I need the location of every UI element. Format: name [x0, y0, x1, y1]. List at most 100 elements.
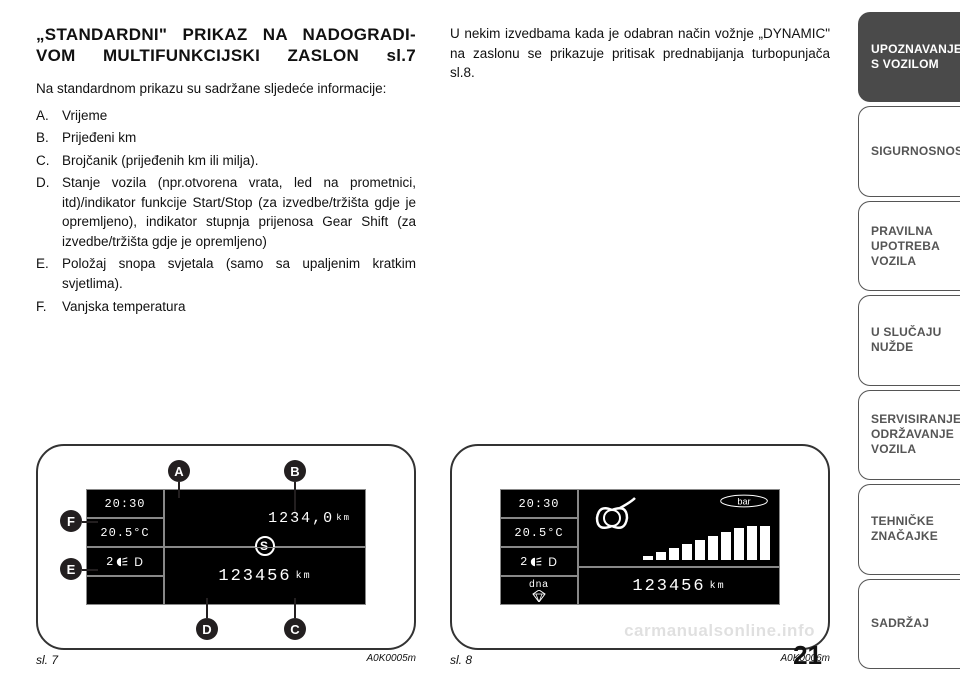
list-marker: B.	[36, 128, 62, 148]
beam-level: 2	[520, 555, 528, 569]
callout-f: F	[60, 510, 82, 532]
odo-value: 123456	[632, 577, 705, 596]
right-column: U nekim izvedbama kada je odabran način …	[450, 24, 830, 667]
tab-line: ZNAČAJKE	[871, 529, 960, 544]
dash-empty	[86, 576, 164, 605]
list-item: C.Brojčanik (prijeđenih km ili milja).	[36, 151, 416, 171]
list-item: F.Vanjska temperatura	[36, 297, 416, 317]
callout-line	[82, 569, 98, 571]
left-column: „STANDARDNI" PRIKAZ NA NADOGRADI-VOM MUL…	[36, 24, 416, 667]
gear-indicator: D	[134, 555, 144, 569]
list-item: D.Stanje vozila (npr.otvorena vrata, led…	[36, 173, 416, 251]
bar-segment	[734, 528, 744, 560]
tab-line: VOZILA	[871, 442, 960, 457]
figure-frame: 20:30 20.5°C 2 D dna	[450, 444, 830, 650]
dash-turbo-gauge: bar	[578, 489, 780, 567]
list-marker: F.	[36, 297, 62, 317]
callout-line	[206, 598, 208, 618]
callout-a: A	[168, 460, 190, 482]
bar-segment	[695, 540, 705, 560]
paragraph: U nekim izvedbama kada je odabran način …	[450, 24, 830, 83]
dash-left-column: 20:30 20.5°C 2 D	[86, 489, 164, 605]
figure-7: 20:30 20.5°C 2 D 1234,0km S	[36, 444, 416, 667]
tab-line: SADRŽAJ	[871, 616, 960, 631]
sidebar-tab-uslucaju[interactable]: U SLUČAJU NUŽDE	[858, 295, 960, 385]
bar-segment	[708, 536, 718, 560]
figure-code: A0K0005m	[367, 653, 416, 667]
tab-line: NUŽDE	[871, 340, 960, 355]
dashboard-display: 20:30 20.5°C 2 D 1234,0km S	[86, 489, 366, 605]
turbo-icon	[587, 494, 637, 538]
list-marker: C.	[36, 151, 62, 171]
sidebar-tab-upoznavanje[interactable]: UPOZNAVANJE S VOZILOM	[858, 12, 960, 102]
figure-caption: sl. 8 A0K0006m	[450, 653, 830, 667]
sidebar-tab-pravilna[interactable]: PRAVILNA UPOTREBA VOZILA	[858, 201, 960, 291]
dash-dna: dna	[500, 576, 578, 605]
dash-beam: 2 D	[500, 547, 578, 576]
bar-segment	[760, 526, 770, 560]
info-list: A.Vrijeme B.Prijeđeni km C.Brojčanik (pr…	[36, 106, 416, 320]
trip-unit: km	[336, 513, 351, 523]
dash-time: 20:30	[500, 489, 578, 518]
sidebar-tab-sigurnosnost[interactable]: SIGURNOSNOST	[858, 106, 960, 196]
list-marker: E.	[36, 254, 62, 293]
callout-line	[294, 598, 296, 618]
bar-segment	[747, 526, 757, 560]
dash-right-column: bar	[578, 489, 780, 605]
bar-segment	[643, 556, 653, 560]
section-heading: „STANDARDNI" PRIKAZ NA NADOGRADI-VOM MUL…	[36, 24, 416, 67]
tab-line: SERVISIRANJE I	[871, 412, 960, 427]
tab-line: VOZILA	[871, 254, 960, 269]
odo-unit: km	[710, 581, 726, 592]
callout-line	[178, 482, 180, 498]
dash-beam: 2 D	[86, 547, 164, 576]
dash-time: 20:30	[86, 489, 164, 518]
beam-level: 2	[106, 555, 114, 569]
callout-d: D	[196, 618, 218, 640]
tab-line: U SLUČAJU	[871, 325, 960, 340]
tab-line: UPOTREBA	[871, 239, 960, 254]
dna-label: dna	[529, 579, 549, 590]
content-area: „STANDARDNI" PRIKAZ NA NADOGRADI-VOM MUL…	[0, 0, 858, 677]
tab-line: ODRŽAVANJE	[871, 427, 960, 442]
dash-left-column: 20:30 20.5°C 2 D dna	[500, 489, 578, 605]
tab-line: S VOZILOM	[871, 57, 960, 72]
bar-segment	[656, 552, 666, 560]
dash-trip: 1234,0km S	[164, 489, 366, 547]
figure-label: sl. 7	[36, 653, 58, 667]
beam-icon	[528, 556, 542, 568]
figure-8: 20:30 20.5°C 2 D dna	[450, 444, 830, 667]
tab-line: UPOZNAVANJE	[871, 42, 960, 57]
callout-b: B	[284, 460, 306, 482]
odo-unit: km	[296, 571, 312, 582]
list-item: A.Vrijeme	[36, 106, 416, 126]
list-text: Vanjska temperatura	[62, 297, 186, 317]
dash-odometer: 123456 km	[578, 567, 780, 605]
list-marker: D.	[36, 173, 62, 251]
sidebar-tab-servisiranje[interactable]: SERVISIRANJE I ODRŽAVANJE VOZILA	[858, 390, 960, 480]
odo-value: 123456	[218, 567, 291, 586]
callout-line	[82, 521, 98, 523]
bar-label: bar	[719, 494, 769, 508]
list-item: B.Prijeđeni km	[36, 128, 416, 148]
bar-segment	[669, 548, 679, 560]
sidebar-tab-sadrzaj[interactable]: SADRŽAJ	[858, 579, 960, 669]
diamond-icon	[531, 590, 547, 602]
tab-line: PRAVILNA	[871, 224, 960, 239]
callout-e: E	[60, 558, 82, 580]
list-item: E.Položaj snopa svjetala (samo sa upalje…	[36, 254, 416, 293]
list-text: Stanje vozila (npr.otvorena vrata, led n…	[62, 173, 416, 251]
dash-right-column: 1234,0km S 123456 km	[164, 489, 366, 605]
figure-caption: sl. 7 A0K0005m	[36, 653, 416, 667]
list-text: Brojčanik (prijeđenih km ili milja).	[62, 151, 259, 171]
dash-temperature: 20.5°C	[500, 518, 578, 547]
list-marker: A.	[36, 106, 62, 126]
callout-line	[294, 482, 296, 512]
dashboard-display: 20:30 20.5°C 2 D dna	[500, 489, 780, 605]
list-text: Prijeđeni km	[62, 128, 136, 148]
trip-value: 1234,0	[268, 510, 334, 527]
intro-text: Na standardnom prikazu su sadržane sljed…	[36, 81, 416, 96]
sidebar-tab-tehnicke[interactable]: TEHNIČKE ZNAČAJKE	[858, 484, 960, 574]
figure-label: sl. 8	[450, 653, 472, 667]
callout-c: C	[284, 618, 306, 640]
